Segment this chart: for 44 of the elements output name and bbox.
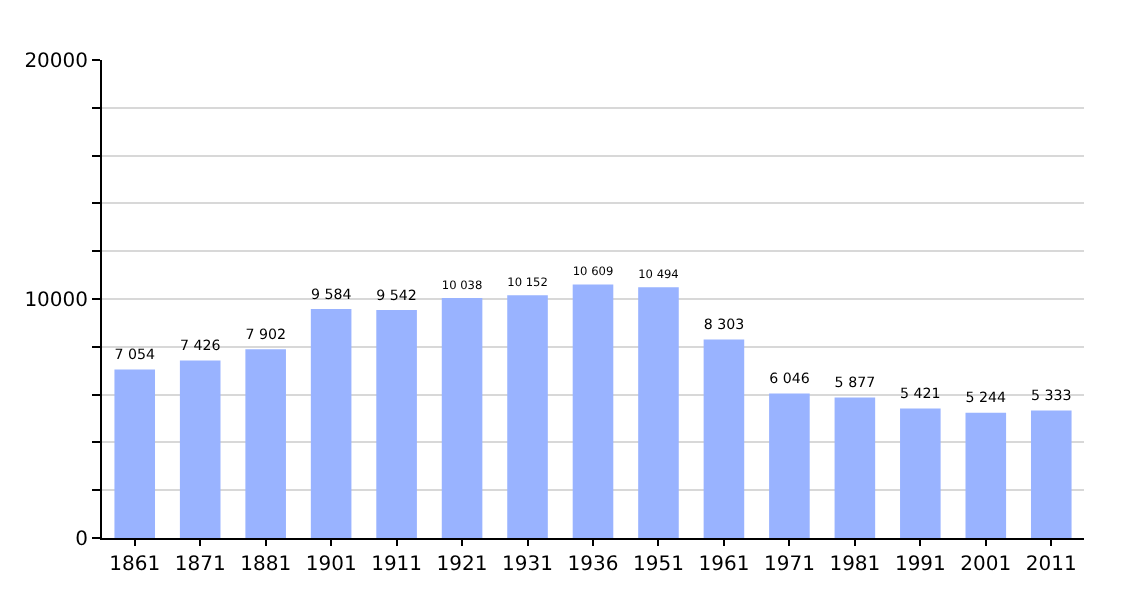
- bar: [965, 412, 1007, 538]
- x-tick-label: 1861: [109, 554, 161, 576]
- bar: [638, 287, 679, 538]
- x-tick-label: 1921: [436, 554, 488, 576]
- bar: [769, 393, 810, 538]
- bar: [376, 309, 417, 538]
- x-tick-label: 2011: [1025, 554, 1077, 576]
- x-tick-label: 1981: [829, 554, 881, 576]
- y-tick-label: 0: [75, 529, 88, 551]
- x-tick-label: 1901: [305, 554, 357, 576]
- data-label: 6 046: [769, 369, 811, 388]
- bar: [900, 408, 941, 538]
- bar: [1030, 410, 1072, 538]
- bar: [179, 360, 221, 538]
- x-tick-label: 1871: [174, 554, 226, 576]
- bar: [114, 369, 156, 538]
- x-tick-label: 2001: [960, 554, 1012, 576]
- bar: [441, 298, 483, 538]
- data-label: 5 333: [1031, 386, 1072, 405]
- data-label: 8 303: [703, 315, 745, 334]
- bar: [572, 284, 614, 538]
- bar: [245, 349, 286, 538]
- x-tick-label: 1881: [240, 554, 292, 576]
- x-tick-label: 1951: [633, 554, 684, 576]
- data-label: 5 244: [965, 388, 1008, 407]
- x-tick-label: 1961: [698, 554, 750, 576]
- bar: [310, 308, 352, 538]
- data-label: 7 426: [179, 336, 222, 355]
- data-label: 9 584: [310, 284, 353, 303]
- bar: [703, 339, 745, 538]
- x-tick-label: 1936: [567, 554, 619, 576]
- data-label: 5 877: [834, 373, 876, 392]
- data-label: 7 902: [245, 324, 286, 343]
- bar: [507, 295, 548, 538]
- data-label: 9 542: [376, 285, 417, 304]
- x-tick-label: 1931: [502, 554, 553, 576]
- x-tick-label: 1971: [763, 554, 815, 576]
- data-label: 7 054: [114, 345, 156, 364]
- y-tick-label: 10000: [24, 290, 88, 312]
- x-tick-label: 1991: [894, 554, 946, 576]
- data-label: 5 421: [900, 384, 941, 403]
- bar: [834, 397, 876, 538]
- x-tick-label: 1911: [371, 554, 423, 576]
- y-tick-label: 20000: [24, 51, 88, 73]
